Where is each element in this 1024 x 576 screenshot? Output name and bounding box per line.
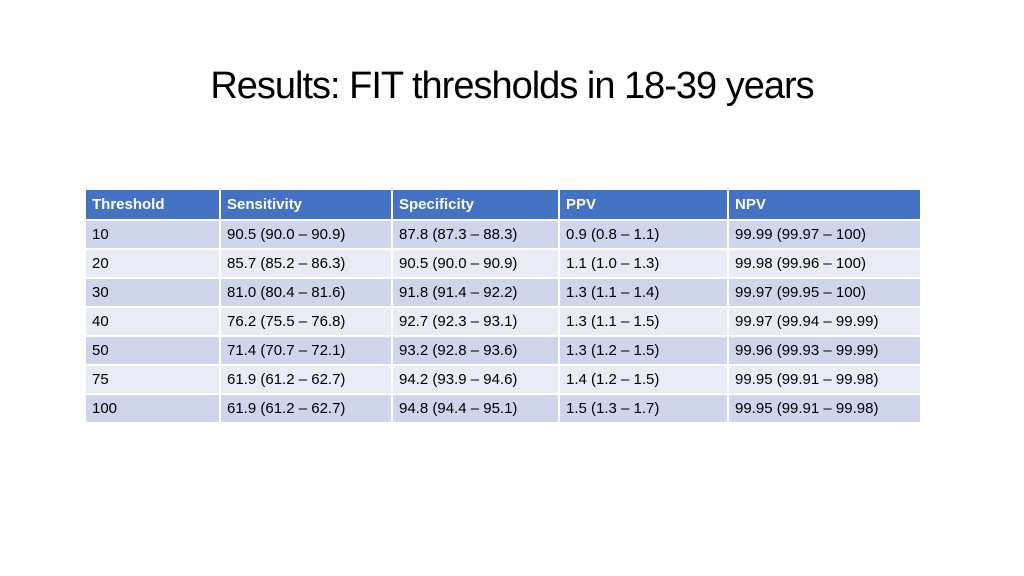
table-cell-ppv: 1.1 (1.0 – 1.3)	[558, 248, 729, 279]
table-cell-specificity: 93.2 (92.8 – 93.6)	[391, 335, 560, 366]
table-cell-ppv: 1.3 (1.2 – 1.5)	[558, 335, 729, 366]
table-cell-npv: 99.95 (99.91 – 99.98)	[727, 364, 922, 395]
table-cell-npv: 99.96 (99.93 – 99.99)	[727, 335, 922, 366]
table-cell-sensitivity: 85.7 (85.2 – 86.3)	[219, 248, 393, 279]
table-row: 100 61.9 (61.2 – 62.7) 94.8 (94.4 – 95.1…	[84, 393, 922, 424]
table-cell-ppv: 1.3 (1.1 – 1.5)	[558, 306, 729, 337]
table-cell-threshold: 100	[84, 393, 221, 424]
table-cell-specificity: 92.7 (92.3 – 93.1)	[391, 306, 560, 337]
table-cell-sensitivity: 76.2 (75.5 – 76.8)	[219, 306, 393, 337]
table-header-row: Threshold Sensitivity Specificity PPV NP…	[84, 188, 922, 221]
table-cell-threshold: 40	[84, 306, 221, 337]
table-cell-npv: 99.99 (99.97 – 100)	[727, 219, 922, 250]
table-cell-sensitivity: 90.5 (90.0 – 90.9)	[219, 219, 393, 250]
table-cell-ppv: 0.9 (0.8 – 1.1)	[558, 219, 729, 250]
column-header-ppv: PPV	[558, 188, 729, 221]
table-cell-ppv: 1.5 (1.3 – 1.7)	[558, 393, 729, 424]
table-cell-npv: 99.97 (99.95 – 100)	[727, 277, 922, 308]
table-cell-specificity: 91.8 (91.4 – 92.2)	[391, 277, 560, 308]
table-row: 50 71.4 (70.7 – 72.1) 93.2 (92.8 – 93.6)…	[84, 335, 922, 366]
slide-title: Results: FIT thresholds in 18-39 years	[210, 65, 814, 107]
table-row: 40 76.2 (75.5 – 76.8) 92.7 (92.3 – 93.1)…	[84, 306, 922, 337]
table-cell-threshold: 30	[84, 277, 221, 308]
table-cell-specificity: 94.8 (94.4 – 95.1)	[391, 393, 560, 424]
table-cell-specificity: 94.2 (93.9 – 94.6)	[391, 364, 560, 395]
table-cell-npv: 99.97 (99.94 – 99.99)	[727, 306, 922, 337]
table-cell-sensitivity: 61.9 (61.2 – 62.7)	[219, 393, 393, 424]
table-cell-npv: 99.98 (99.96 – 100)	[727, 248, 922, 279]
table-cell-threshold: 20	[84, 248, 221, 279]
table-cell-specificity: 90.5 (90.0 – 90.9)	[391, 248, 560, 279]
column-header-sensitivity: Sensitivity	[219, 188, 393, 221]
table-cell-sensitivity: 81.0 (80.4 – 81.6)	[219, 277, 393, 308]
table-cell-sensitivity: 61.9 (61.2 – 62.7)	[219, 364, 393, 395]
table-cell-specificity: 87.8 (87.3 – 88.3)	[391, 219, 560, 250]
table-cell-threshold: 75	[84, 364, 221, 395]
table-cell-ppv: 1.4 (1.2 – 1.5)	[558, 364, 729, 395]
table-cell-threshold: 10	[84, 219, 221, 250]
results-table: Threshold Sensitivity Specificity PPV NP…	[84, 188, 922, 424]
column-header-threshold: Threshold	[84, 188, 221, 221]
table-row: 10 90.5 (90.0 – 90.9) 87.8 (87.3 – 88.3)…	[84, 219, 922, 250]
table-cell-npv: 99.95 (99.91 – 99.98)	[727, 393, 922, 424]
table-cell-ppv: 1.3 (1.1 – 1.4)	[558, 277, 729, 308]
table-cell-sensitivity: 71.4 (70.7 – 72.1)	[219, 335, 393, 366]
column-header-npv: NPV	[727, 188, 922, 221]
table-row: 20 85.7 (85.2 – 86.3) 90.5 (90.0 – 90.9)…	[84, 248, 922, 279]
table-row: 75 61.9 (61.2 – 62.7) 94.2 (93.9 – 94.6)…	[84, 364, 922, 395]
table-cell-threshold: 50	[84, 335, 221, 366]
column-header-specificity: Specificity	[391, 188, 560, 221]
table-row: 30 81.0 (80.4 – 81.6) 91.8 (91.4 – 92.2)…	[84, 277, 922, 308]
